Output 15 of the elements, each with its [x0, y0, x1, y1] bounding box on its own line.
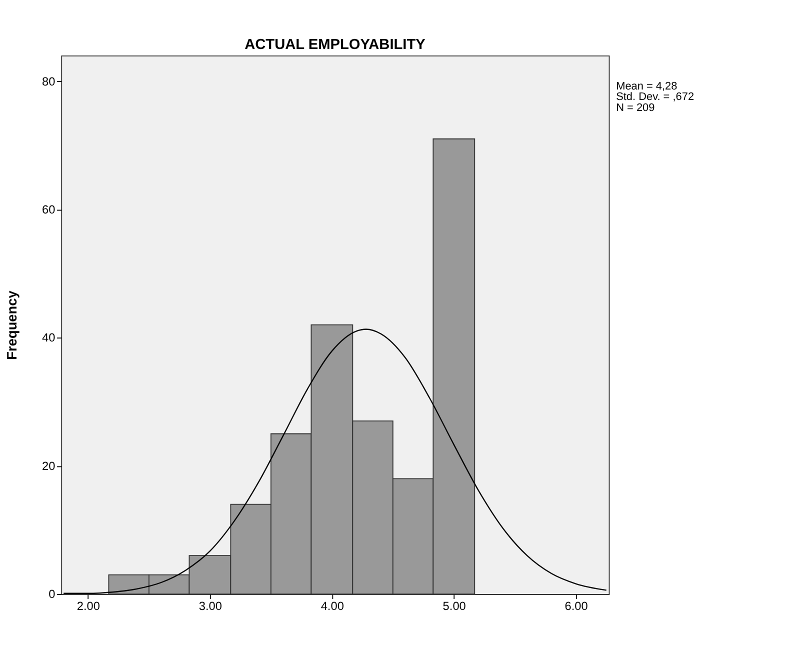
text: Mean = 4,28	[616, 80, 678, 92]
x-tick-label: 6.00	[564, 599, 588, 614]
y-tick-label: 60	[42, 202, 56, 216]
x-tick-label: 4.00	[320, 599, 344, 614]
y-tick-label: 40	[42, 330, 56, 345]
x-tick-label: 3.00	[198, 599, 222, 614]
text: N = 209	[616, 102, 655, 114]
x-tick-label: 5.00	[442, 599, 466, 614]
y-tick-label: 80	[42, 74, 56, 88]
chart-title: ACTUAL EMPLOYABILITY	[244, 37, 426, 54]
y-tick-label: 20	[42, 458, 56, 473]
y-axis-title: Frequency	[4, 290, 20, 360]
text: Std. Dev. = ,672	[616, 91, 694, 104]
x-tick-label: 2.00	[76, 599, 100, 614]
y-tick-label: 0	[48, 587, 56, 602]
